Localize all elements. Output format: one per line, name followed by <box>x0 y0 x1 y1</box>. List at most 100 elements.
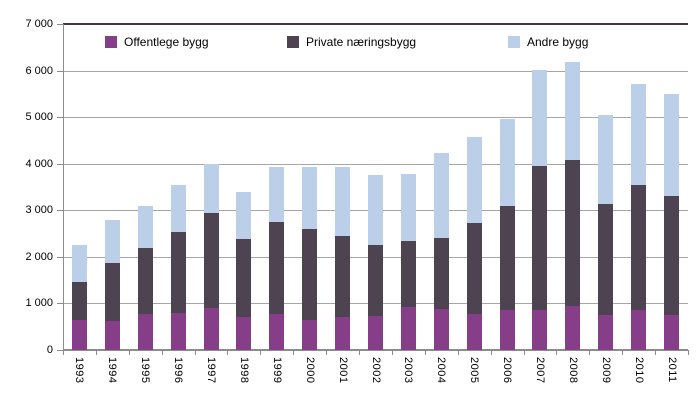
legend-swatch-offentlege-bygg <box>105 35 117 48</box>
bar-segment-2010-series1 <box>631 184 646 310</box>
y-axis-tick-label: 1 000 <box>25 297 53 309</box>
x-axis-tick <box>556 350 557 355</box>
bar-segment-1995-series2 <box>138 206 153 249</box>
bar-segment-2001-series1 <box>335 235 350 317</box>
bar-segment-2008-series1 <box>565 160 580 307</box>
bar-segment-2008-series2 <box>565 61 580 161</box>
bar-segment-1996-series0 <box>171 313 186 350</box>
x-axis-tick <box>293 350 294 355</box>
bar-segment-2001-series2 <box>335 167 350 236</box>
bar-2009 <box>598 24 613 350</box>
bar-2010 <box>631 24 646 350</box>
x-axis-year-label: 2010 <box>633 357 645 384</box>
bar-segment-2009-series1 <box>598 204 613 316</box>
bar-2002 <box>368 24 383 350</box>
x-axis-year-label: 1995 <box>139 357 151 384</box>
y-axis-tick <box>57 210 63 211</box>
x-axis-tick <box>359 350 360 355</box>
x-axis-tick <box>655 350 656 355</box>
x-axis-tick <box>129 350 130 355</box>
x-axis-year-label: 1993 <box>73 357 85 384</box>
bar-2001 <box>335 24 350 350</box>
x-axis-year-label: 2008 <box>567 357 579 384</box>
bar-2004 <box>434 24 449 350</box>
x-axis-tick <box>491 350 492 355</box>
bar-segment-2002-series0 <box>368 316 383 350</box>
x-axis-tick <box>96 350 97 355</box>
bar-segment-1996-series1 <box>171 232 186 314</box>
bar-segment-2005-series1 <box>467 222 482 314</box>
bar-segment-2009-series2 <box>598 115 613 205</box>
x-axis-tick <box>524 350 525 355</box>
x-axis-year-label: 2003 <box>402 357 414 384</box>
bar-segment-2002-series1 <box>368 245 383 317</box>
y-axis-tick-label: 7 000 <box>25 18 53 30</box>
x-axis-tick <box>326 350 327 355</box>
bar-segment-2003-series0 <box>401 307 416 350</box>
bar-segment-1997-series1 <box>204 212 219 309</box>
x-axis-tick <box>227 350 228 355</box>
bar-1999 <box>269 24 284 350</box>
bar-segment-1994-series1 <box>105 262 120 322</box>
bar-segment-1998-series2 <box>236 192 251 240</box>
y-axis-tick-label: 5 000 <box>25 111 53 123</box>
bar-segment-2009-series0 <box>598 315 613 350</box>
bar-segment-2007-series2 <box>532 70 547 167</box>
bar-segment-2001-series0 <box>335 316 350 350</box>
bar-segment-2000-series1 <box>302 228 317 321</box>
bar-segment-1993-series1 <box>72 282 87 321</box>
bar-segment-2011-series2 <box>664 94 679 197</box>
legend-item-private-naeringsbygg: Private næringsbygg <box>287 34 417 49</box>
bar-2005 <box>467 24 482 350</box>
bar-1995 <box>138 24 153 350</box>
x-axis-year-label: 2006 <box>501 357 513 384</box>
y-axis-tick-label: 2 000 <box>25 251 53 263</box>
bar-segment-1993-series2 <box>72 245 87 283</box>
y-axis-tick-label: 6 000 <box>25 65 53 77</box>
bar-2003 <box>401 24 416 350</box>
x-axis-year-label: 1994 <box>106 357 118 384</box>
bar-segment-1995-series0 <box>138 314 153 350</box>
x-axis-tick <box>63 350 64 355</box>
x-axis-tick <box>589 350 590 355</box>
bar-2008 <box>565 24 580 350</box>
x-axis-line <box>63 349 688 351</box>
bar-segment-1996-series2 <box>171 185 186 233</box>
y-axis-tick-label: 0 <box>46 344 53 356</box>
bar-segment-1997-series0 <box>204 308 219 350</box>
bar-segment-2004-series0 <box>434 309 449 350</box>
bar-segment-1999-series2 <box>269 167 284 222</box>
legend-item-offentlege-bygg: Offentlege bygg <box>105 34 209 49</box>
bar-segment-1995-series1 <box>138 248 153 315</box>
bar-segment-2005-series2 <box>467 136 482 223</box>
bar-segment-1998-series0 <box>236 316 251 350</box>
x-axis-year-label: 2000 <box>304 357 316 384</box>
y-axis-tick-label: 4 000 <box>25 158 53 170</box>
bar-segment-2000-series2 <box>302 166 317 229</box>
bar-2007 <box>532 24 547 350</box>
bar-segment-2010-series2 <box>631 84 646 185</box>
x-axis-year-label: 2004 <box>435 357 447 384</box>
gridline <box>63 71 688 72</box>
bar-segment-2006-series2 <box>500 118 515 206</box>
legend-item-andre-bygg: Andre bygg <box>508 35 588 49</box>
bar-2006 <box>500 24 515 350</box>
legend-label-offentlege-bygg: Offentlege bygg <box>124 34 209 49</box>
y-axis-tick-label: 3 000 <box>25 204 53 216</box>
bar-segment-2007-series1 <box>532 166 547 310</box>
bar-1998 <box>236 24 251 350</box>
bar-1997 <box>204 24 219 350</box>
y-axis-tick <box>57 257 63 258</box>
bar-segment-2011-series0 <box>664 314 679 350</box>
legend-swatch-private-naeringsbygg <box>287 35 299 48</box>
x-axis-tick <box>425 350 426 355</box>
x-axis-year-label: 2005 <box>468 357 480 384</box>
bar-segment-1993-series0 <box>72 320 87 350</box>
plot-top-border <box>63 23 688 25</box>
bar-segment-2011-series1 <box>664 196 679 315</box>
bar-segment-1994-series0 <box>105 321 120 350</box>
x-axis-year-label: 2001 <box>337 357 349 384</box>
x-axis-tick <box>688 350 689 355</box>
legend-label-private-naeringsbygg: Private næringsbygg <box>306 34 417 49</box>
